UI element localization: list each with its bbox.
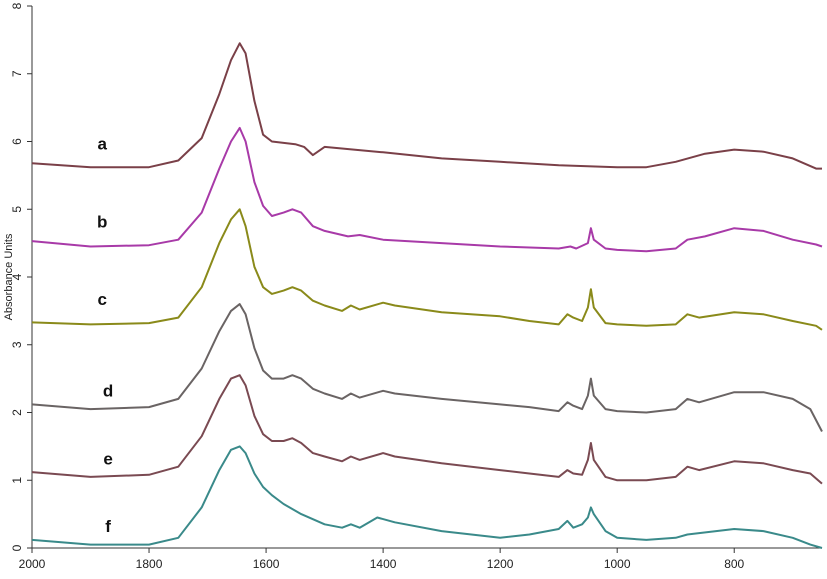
y-tick-label: 8 [10, 2, 24, 9]
y-tick-label: 5 [10, 206, 24, 213]
series-label-c: c [97, 290, 106, 309]
x-tick-label: 2000 [19, 557, 46, 571]
series-line-a [31, 42, 822, 170]
y-axis-title: Absorbance Units [3, 233, 15, 320]
series-line-d [31, 303, 823, 432]
series-line-f [31, 445, 823, 549]
x-tick-label: 1800 [136, 557, 163, 571]
series-label-f: f [105, 517, 111, 536]
plot-area: 2000 1800 1600 1400 1200 1000 800 0 1 2 3 4 5 6 7 8 Abso… [3, 2, 823, 571]
x-tick-label: 1400 [370, 557, 397, 571]
x-tick-label: 1200 [487, 557, 514, 571]
x-tick-label: 1600 [253, 557, 280, 571]
series-label-a: a [97, 134, 107, 153]
y-tick-label: 1 [10, 477, 24, 484]
series-label-d: d [103, 382, 113, 401]
x-tick-label: 800 [724, 557, 744, 571]
series-line-e [31, 374, 823, 485]
y-tick-label: 3 [10, 341, 24, 348]
series-line-b [31, 126, 823, 253]
series-label-b: b [97, 212, 107, 231]
series-label-e: e [103, 449, 112, 468]
y-tick-label: 6 [10, 138, 24, 145]
x-tick-label: 1000 [604, 557, 631, 571]
y-tick-label: 2 [10, 409, 24, 416]
y-tick-label: 0 [10, 544, 24, 551]
y-tick-label: 7 [10, 70, 24, 77]
y-tick-label: 4 [10, 273, 24, 280]
series-line-c [31, 208, 823, 331]
